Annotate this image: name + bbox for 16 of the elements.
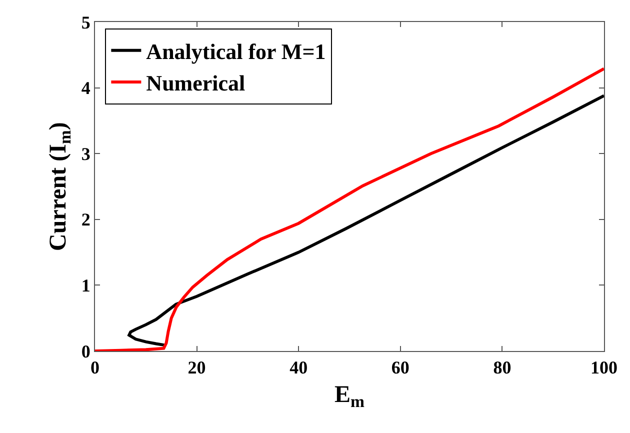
- y-tick-label: 2: [81, 210, 90, 230]
- x-tick-label: 100: [590, 358, 618, 378]
- y-tick-label: 1: [81, 276, 90, 296]
- y-tick-label: 5: [81, 12, 90, 32]
- y-tick-label: 3: [81, 144, 90, 164]
- x-axis-title: E$_{m}$: [334, 382, 365, 411]
- x-tick-label: 20: [188, 358, 206, 378]
- x-tick-label: 80: [493, 358, 512, 378]
- y-tick-label: 4: [81, 78, 90, 98]
- legend-label: Numerical: [146, 70, 246, 96]
- line-series: [95, 67, 604, 351]
- y-tick-label: 0: [81, 341, 90, 362]
- line-series: [128, 94, 604, 347]
- legend-label: Analytical for M=1: [146, 38, 326, 64]
- x-tick-label: 60: [391, 358, 410, 378]
- x-tick-label: 40: [290, 358, 308, 378]
